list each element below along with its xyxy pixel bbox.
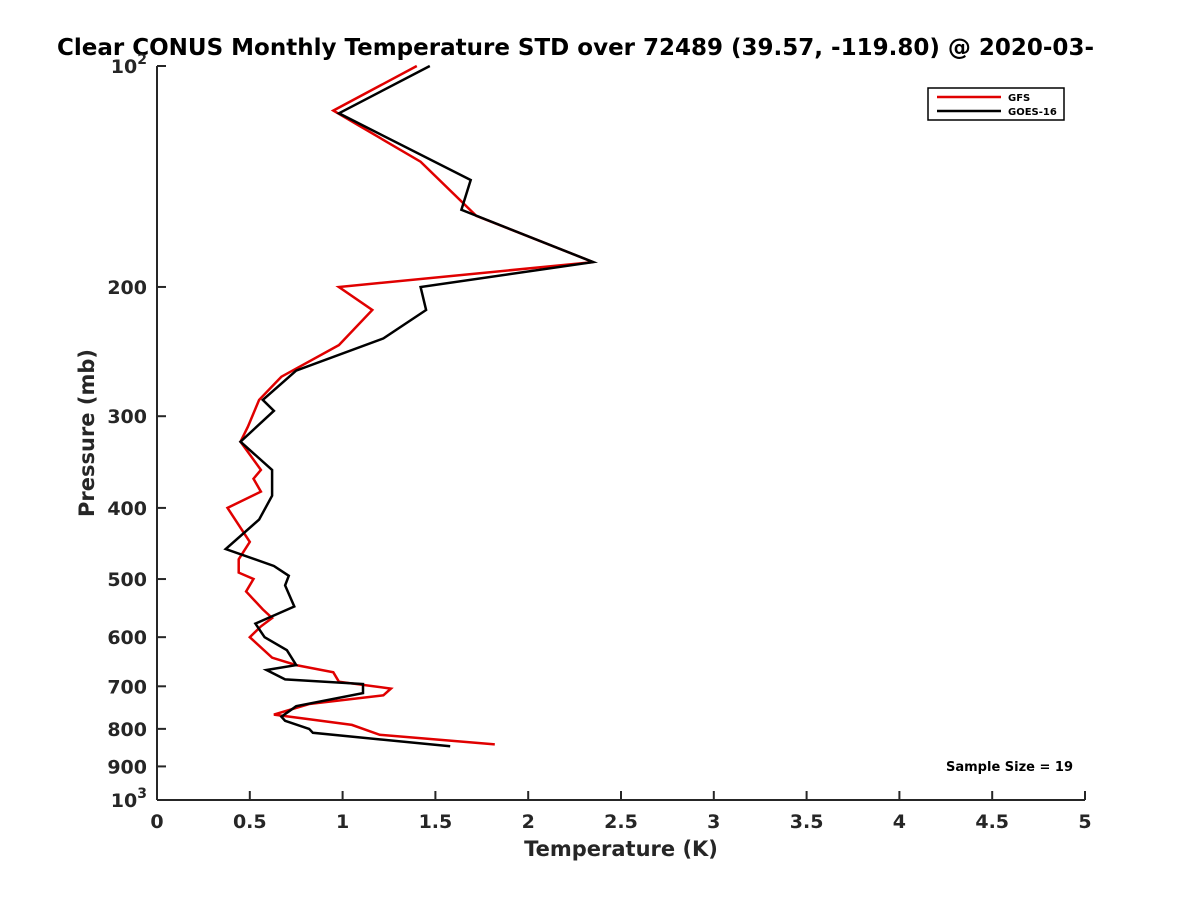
x-tick-label: 1.5 [419,811,453,833]
y-tick-label: 800 [107,719,147,741]
x-tick-label: 4 [893,811,906,833]
y-axis-title: Pressure (mb) [75,349,99,517]
legend: GFS GOES-16 [927,87,1065,121]
y-tick-label: 600 [107,627,147,649]
y-tick-label: 103 [111,786,147,812]
x-tick-label: 0 [150,811,163,833]
series-line-gfs [225,64,594,746]
y-tick-exponent: 3 [137,786,147,802]
series-line-goes-16 [223,64,599,748]
x-tick-label: 1 [336,811,349,833]
x-tick-label: 2.5 [604,811,638,833]
x-tick-label: 0.5 [233,811,267,833]
x-tick-label: 3 [707,811,720,833]
y-tick-exponent: 2 [137,52,147,68]
y-tick-label: 400 [107,498,147,520]
x-tick-label: 2 [522,811,535,833]
y-tick-label: 500 [107,569,147,591]
x-tick-label: 5 [1078,811,1091,833]
y-tick-label: 900 [107,756,147,778]
legend-label: GFS [1008,93,1030,104]
x-ticks: 0 0.5 1 1.5 2 2.5 3 3.5 4 4.5 5 [150,791,1092,833]
legend-box [927,87,1065,121]
x-tick-label: 3.5 [790,811,824,833]
x-tick-label: 4.5 [975,811,1009,833]
plot-lines [223,64,599,748]
x-axis-title: Temperature (K) [524,837,718,861]
y-tick-label: 700 [107,676,147,698]
y-tick-label: 300 [107,406,147,428]
y-tick-label: 200 [107,277,147,299]
legend-label: GOES-16 [1008,107,1057,118]
chart-title: Clear CONUS Monthly Temperature STD over… [57,35,1094,61]
sample-size-annotation: Sample Size = 19 [946,760,1073,775]
